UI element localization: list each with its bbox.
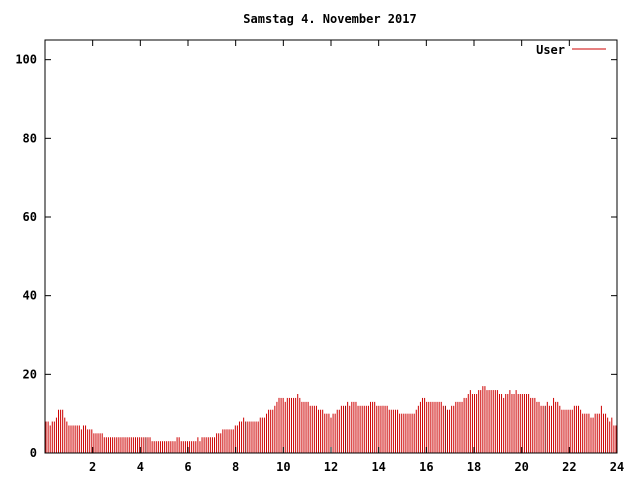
x-tick-label: 8	[232, 460, 239, 474]
legend: User	[536, 43, 606, 57]
chart-title: Samstag 4. November 2017	[243, 12, 416, 26]
y-tick-label: 20	[23, 367, 37, 381]
x-tick-label: 20	[514, 460, 528, 474]
x-tick-label: 10	[276, 460, 290, 474]
x-tick-label: 16	[419, 460, 433, 474]
x-tick-label: 6	[184, 460, 191, 474]
legend-label-user: User	[536, 43, 565, 57]
y-tick-label: 40	[23, 289, 37, 303]
y-tick-label: 60	[23, 210, 37, 224]
x-tick-label: 18	[467, 460, 481, 474]
bars-group	[45, 386, 617, 453]
x-tick-label: 12	[324, 460, 338, 474]
x-tick-label: 22	[562, 460, 576, 474]
y-tick-label: 0	[30, 446, 37, 460]
y-tick-label: 100	[15, 53, 37, 67]
plot-frame	[44, 39, 618, 454]
y-tick-label: 80	[23, 131, 37, 145]
x-tick-label: 2	[89, 460, 96, 474]
x-tick-label: 4	[137, 460, 144, 474]
x-tick-label: 24	[610, 460, 624, 474]
x-tick-label: 14	[371, 460, 385, 474]
